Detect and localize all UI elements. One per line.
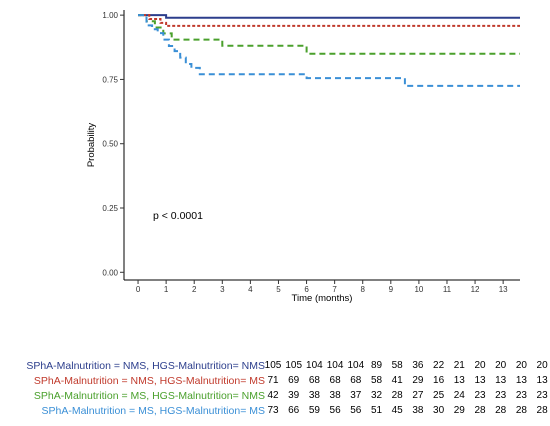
risk-count-cell: 28 (495, 405, 507, 416)
risk-count-cell: 23 (495, 390, 507, 401)
risk-count-cell: 32 (370, 390, 383, 401)
x-tick-label: 9 (389, 285, 394, 294)
risk-count-cell: 13 (474, 375, 486, 386)
risk-count-cell: 22 (433, 360, 445, 371)
risk-count-cell: 24 (453, 390, 465, 401)
x-tick-label: 5 (276, 285, 281, 294)
risk-count-cell: 68 (350, 375, 362, 386)
risk-count-cell: 23 (536, 390, 548, 401)
risk-count-cell: 25 (433, 390, 445, 401)
risk-count-cell: 16 (433, 375, 445, 386)
risk-count-cell: 69 (288, 375, 300, 386)
risk-row-label: SPhA-Malnutrition = MS, HGS-Malnutrition… (33, 390, 265, 402)
x-tick-label: 10 (414, 285, 423, 294)
risk-table-row: SPhA-Malnutrition = MS, HGS-Malnutrition… (0, 403, 550, 419)
risk-count-cell: 21 (453, 360, 465, 371)
y-ticks: 0.00 0.25 0.50 0.75 1.00 (102, 11, 124, 277)
risk-count-cell: 73 (267, 405, 279, 416)
p-value-annotation: p < 0.0001 (153, 210, 203, 222)
survival-curves (138, 14, 520, 87)
x-axis-title: Time (months) (292, 293, 353, 304)
x-tick-label: 2 (192, 285, 197, 294)
risk-row-label: SPhA-Malnutrition = MS, HGS-Malnutrition… (41, 405, 266, 417)
risk-count-cell: 104 (306, 360, 323, 371)
risk-count-cell: 29 (453, 405, 465, 416)
risk-count-cell: 56 (329, 405, 341, 416)
risk-count-cell: 89 (370, 360, 383, 371)
risk-count-cell: 42 (267, 390, 279, 401)
x-tick-label: 8 (360, 285, 365, 294)
y-tick-label: 0.25 (102, 204, 118, 213)
risk-count-cell: 20 (536, 360, 548, 371)
survival-curve-2 (138, 14, 520, 27)
risk-count-cell: 39 (288, 390, 300, 401)
survival-curve-1 (138, 14, 520, 19)
y-tick-label: 1.00 (102, 11, 118, 20)
x-tick-label: 0 (136, 285, 141, 294)
risk-count-cell: 13 (495, 375, 507, 386)
survival-curve-3 (138, 14, 520, 55)
risk-table-row: SPhA-Malnutrition = MS, HGS-Malnutrition… (0, 388, 550, 404)
x-tick-label: 4 (248, 285, 253, 294)
risk-count-cell: 20 (495, 360, 507, 371)
risk-count-cell: 28 (391, 390, 403, 401)
x-tick-label: 13 (499, 285, 508, 294)
risk-count-cell: 23 (474, 390, 486, 401)
risk-count-cell: 13 (515, 375, 527, 386)
x-ticks: 0 1 2 3 4 5 6 7 8 9 10 11 12 13 (136, 280, 508, 294)
risk-count-cell: 105 (264, 360, 282, 371)
risk-count-cell: 20 (474, 360, 486, 371)
risk-row-label: SPhA-Malnutrition = NMS, HGS-Malnutritio… (33, 375, 265, 387)
risk-count-cell: 56 (350, 405, 362, 416)
risk-count-cell: 27 (412, 390, 424, 401)
risk-count-cell: 66 (288, 405, 300, 416)
risk-count-cell: 38 (329, 390, 341, 401)
risk-row-label: SPhA-Malnutrition = NMS, HGS-Malnutritio… (26, 360, 265, 372)
survival-curve-4 (138, 14, 520, 87)
survival-plot: 0.000.250.500.751.00 0 1 2 3 4 5 6 7 8 9 10 11 12 13 … (86, 10, 520, 304)
risk-count-cell: 68 (329, 375, 341, 386)
x-tick-label: 11 (443, 285, 452, 294)
risk-count-cell: 30 (433, 405, 445, 416)
y-tick-label: 0.00 (102, 268, 118, 277)
risk-count-cell: 37 (350, 390, 362, 401)
risk-count-cell: 36 (412, 360, 424, 371)
x-tick-label: 1 (164, 285, 169, 294)
risk-count-cell: 28 (474, 405, 486, 416)
risk-count-cell: 28 (536, 405, 548, 416)
risk-count-cell: 29 (412, 375, 424, 386)
risk-count-cell: 28 (515, 405, 527, 416)
x-tick-label: 7 (332, 285, 337, 294)
risk-table-row: SPhA-Malnutrition = NMS, HGS-Malnutritio… (0, 373, 550, 389)
x-tick-label: 12 (471, 285, 480, 294)
risk-count-cell: 45 (391, 405, 403, 416)
risk-count-cell: 104 (326, 360, 344, 371)
x-tick-label: 3 (220, 285, 225, 294)
risk-count-cell: 71 (267, 375, 279, 386)
y-tick-label: 0.75 (102, 75, 118, 84)
risk-count-cell: 68 (308, 375, 320, 386)
x-tick-label: 6 (304, 285, 309, 294)
risk-table-row: SPhA-Malnutrition = NMS, HGS-Malnutritio… (0, 358, 550, 374)
risk-count-cell: 20 (515, 360, 527, 371)
y-tick-label: 0.50 (102, 140, 118, 149)
risk-count-cell: 38 (308, 390, 320, 401)
risk-count-cell: 13 (536, 375, 548, 386)
risk-count-cell: 59 (308, 405, 320, 416)
risk-count-cell: 58 (391, 360, 403, 371)
risk-count-cell: 104 (347, 360, 365, 371)
risk-count-cell: 105 (285, 360, 303, 371)
risk-count-cell: 38 (412, 405, 424, 416)
risk-count-cell: 51 (370, 405, 383, 416)
risk-count-cell: 13 (453, 375, 465, 386)
risk-count-cell: 41 (391, 375, 403, 386)
risk-count-cell: 23 (515, 390, 527, 401)
risk-count-cell: 58 (370, 375, 383, 386)
y-axis-title: Probability (86, 123, 97, 168)
